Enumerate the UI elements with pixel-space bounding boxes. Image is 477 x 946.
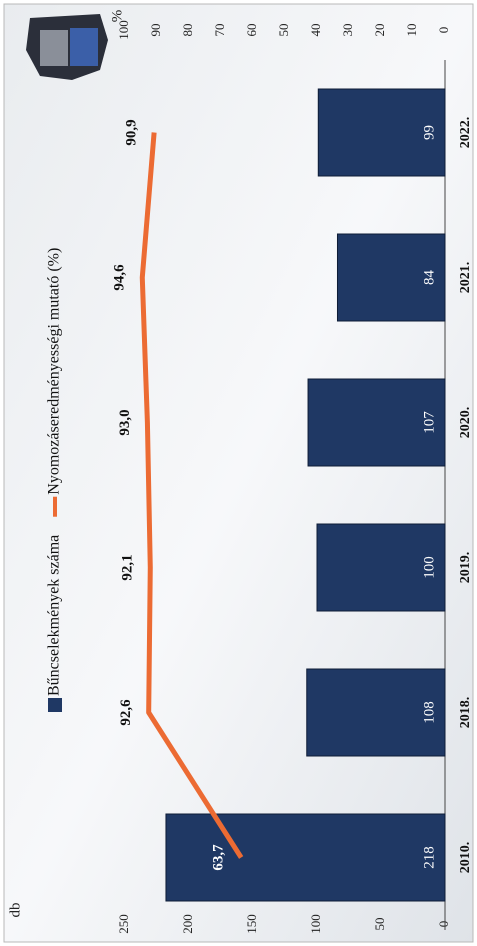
bar-value-label: 108 [421,701,437,724]
police-badge [26,14,108,80]
bar [316,523,446,612]
x-tick-label: 2010. [458,842,473,874]
y-tick-label: 250 [116,914,131,934]
x-tick-label: 2021. [458,262,473,294]
y-tick-label: 50 [372,918,387,931]
line-value-label: 92,6 [118,699,134,726]
y2-tick-label: 10 [404,24,419,37]
y-tick-label: 150 [244,914,259,934]
y2-tick-label: 20 [372,24,387,37]
bar-value-label: 99 [421,125,437,140]
bar [336,233,446,322]
x-tick-label: 2022. [458,117,473,149]
y2-tick-label: 70 [212,24,227,37]
y2-axis-title: % [109,10,125,23]
y2-tick-label: 30 [340,24,355,37]
plot: 0 50 100 150 200 250 db 0 10 20 30 40 50 60 70 80 90 100%… [7,10,473,934]
line [139,132,244,859]
line-value-label: 92,1 [120,554,136,580]
bar-value-label: 100 [421,556,437,579]
bar-value-label: 84 [421,270,437,286]
line-value-label: 90,9 [124,119,140,145]
bar-value-label: 218 [421,846,437,869]
y2-tick-label: 50 [276,24,291,37]
legend-label: Nyomozáseredményességi mutató (%) [46,248,63,495]
bar [165,813,446,902]
line-value-label: 63,7 [211,844,227,871]
y2-tick-label: 60 [244,24,259,37]
y-tick-label: 200 [180,914,195,934]
y-axis-title: db [7,903,23,918]
y2-tick-label: 80 [180,24,195,37]
bar [307,378,446,467]
x-tick-label: 2019. [458,552,473,584]
bar [317,88,446,177]
x-tick-label: 2020. [458,407,473,439]
x-tick-label: 2018. [458,697,473,729]
bar [306,668,446,757]
y2-tick-label: 0 [436,27,451,34]
legend-swatch [48,698,62,712]
bar-value-label: 107 [421,411,437,434]
y2-tick-label: 100 [116,20,131,40]
y-tick-label: 0 [436,921,451,928]
line-value-label: 94,6 [112,264,128,291]
y2-tick-label: 40 [308,24,323,37]
legend-label: Bűncselekmények száma [46,535,63,696]
y-tick-label: 100 [308,914,323,934]
line-value-label: 93,0 [117,409,133,435]
y2-tick-label: 90 [148,24,163,37]
